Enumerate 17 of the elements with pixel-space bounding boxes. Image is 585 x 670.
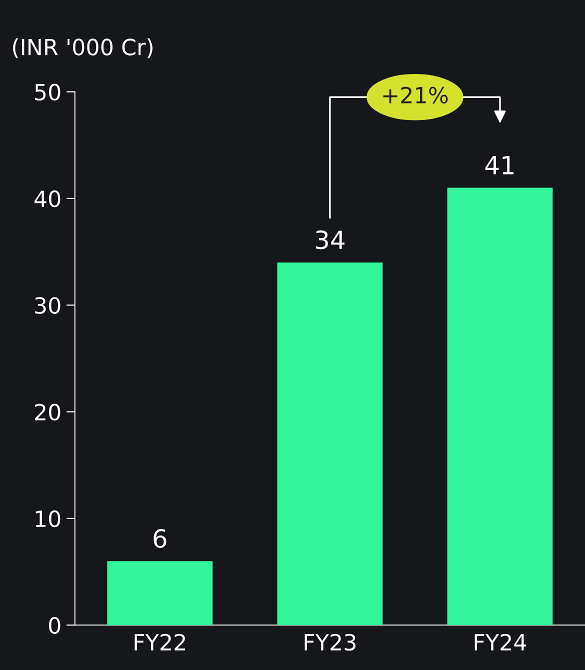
data-label: 41 (485, 156, 514, 174)
y-tick-label: 20 (35, 404, 60, 421)
x-tick-label: FY23 (304, 634, 356, 651)
y-tick-label: 10 (36, 510, 60, 528)
x-tick-label: FY24 (474, 634, 526, 650)
bar (107, 561, 213, 626)
bar (447, 188, 553, 626)
y-tick-label: 0 (49, 617, 60, 634)
data-label: 6 (154, 529, 166, 548)
y-tick-label: 30 (35, 297, 60, 314)
y-axis-title: (INR '000 Cr) (13, 38, 152, 58)
annotation: +21% (383, 86, 448, 104)
data-label: 34 (316, 230, 344, 250)
y-tick-label: 50 (35, 84, 60, 101)
bar (277, 262, 383, 626)
x-tick-label: FY22 (134, 634, 185, 650)
y-tick-label: 40 (34, 190, 60, 208)
